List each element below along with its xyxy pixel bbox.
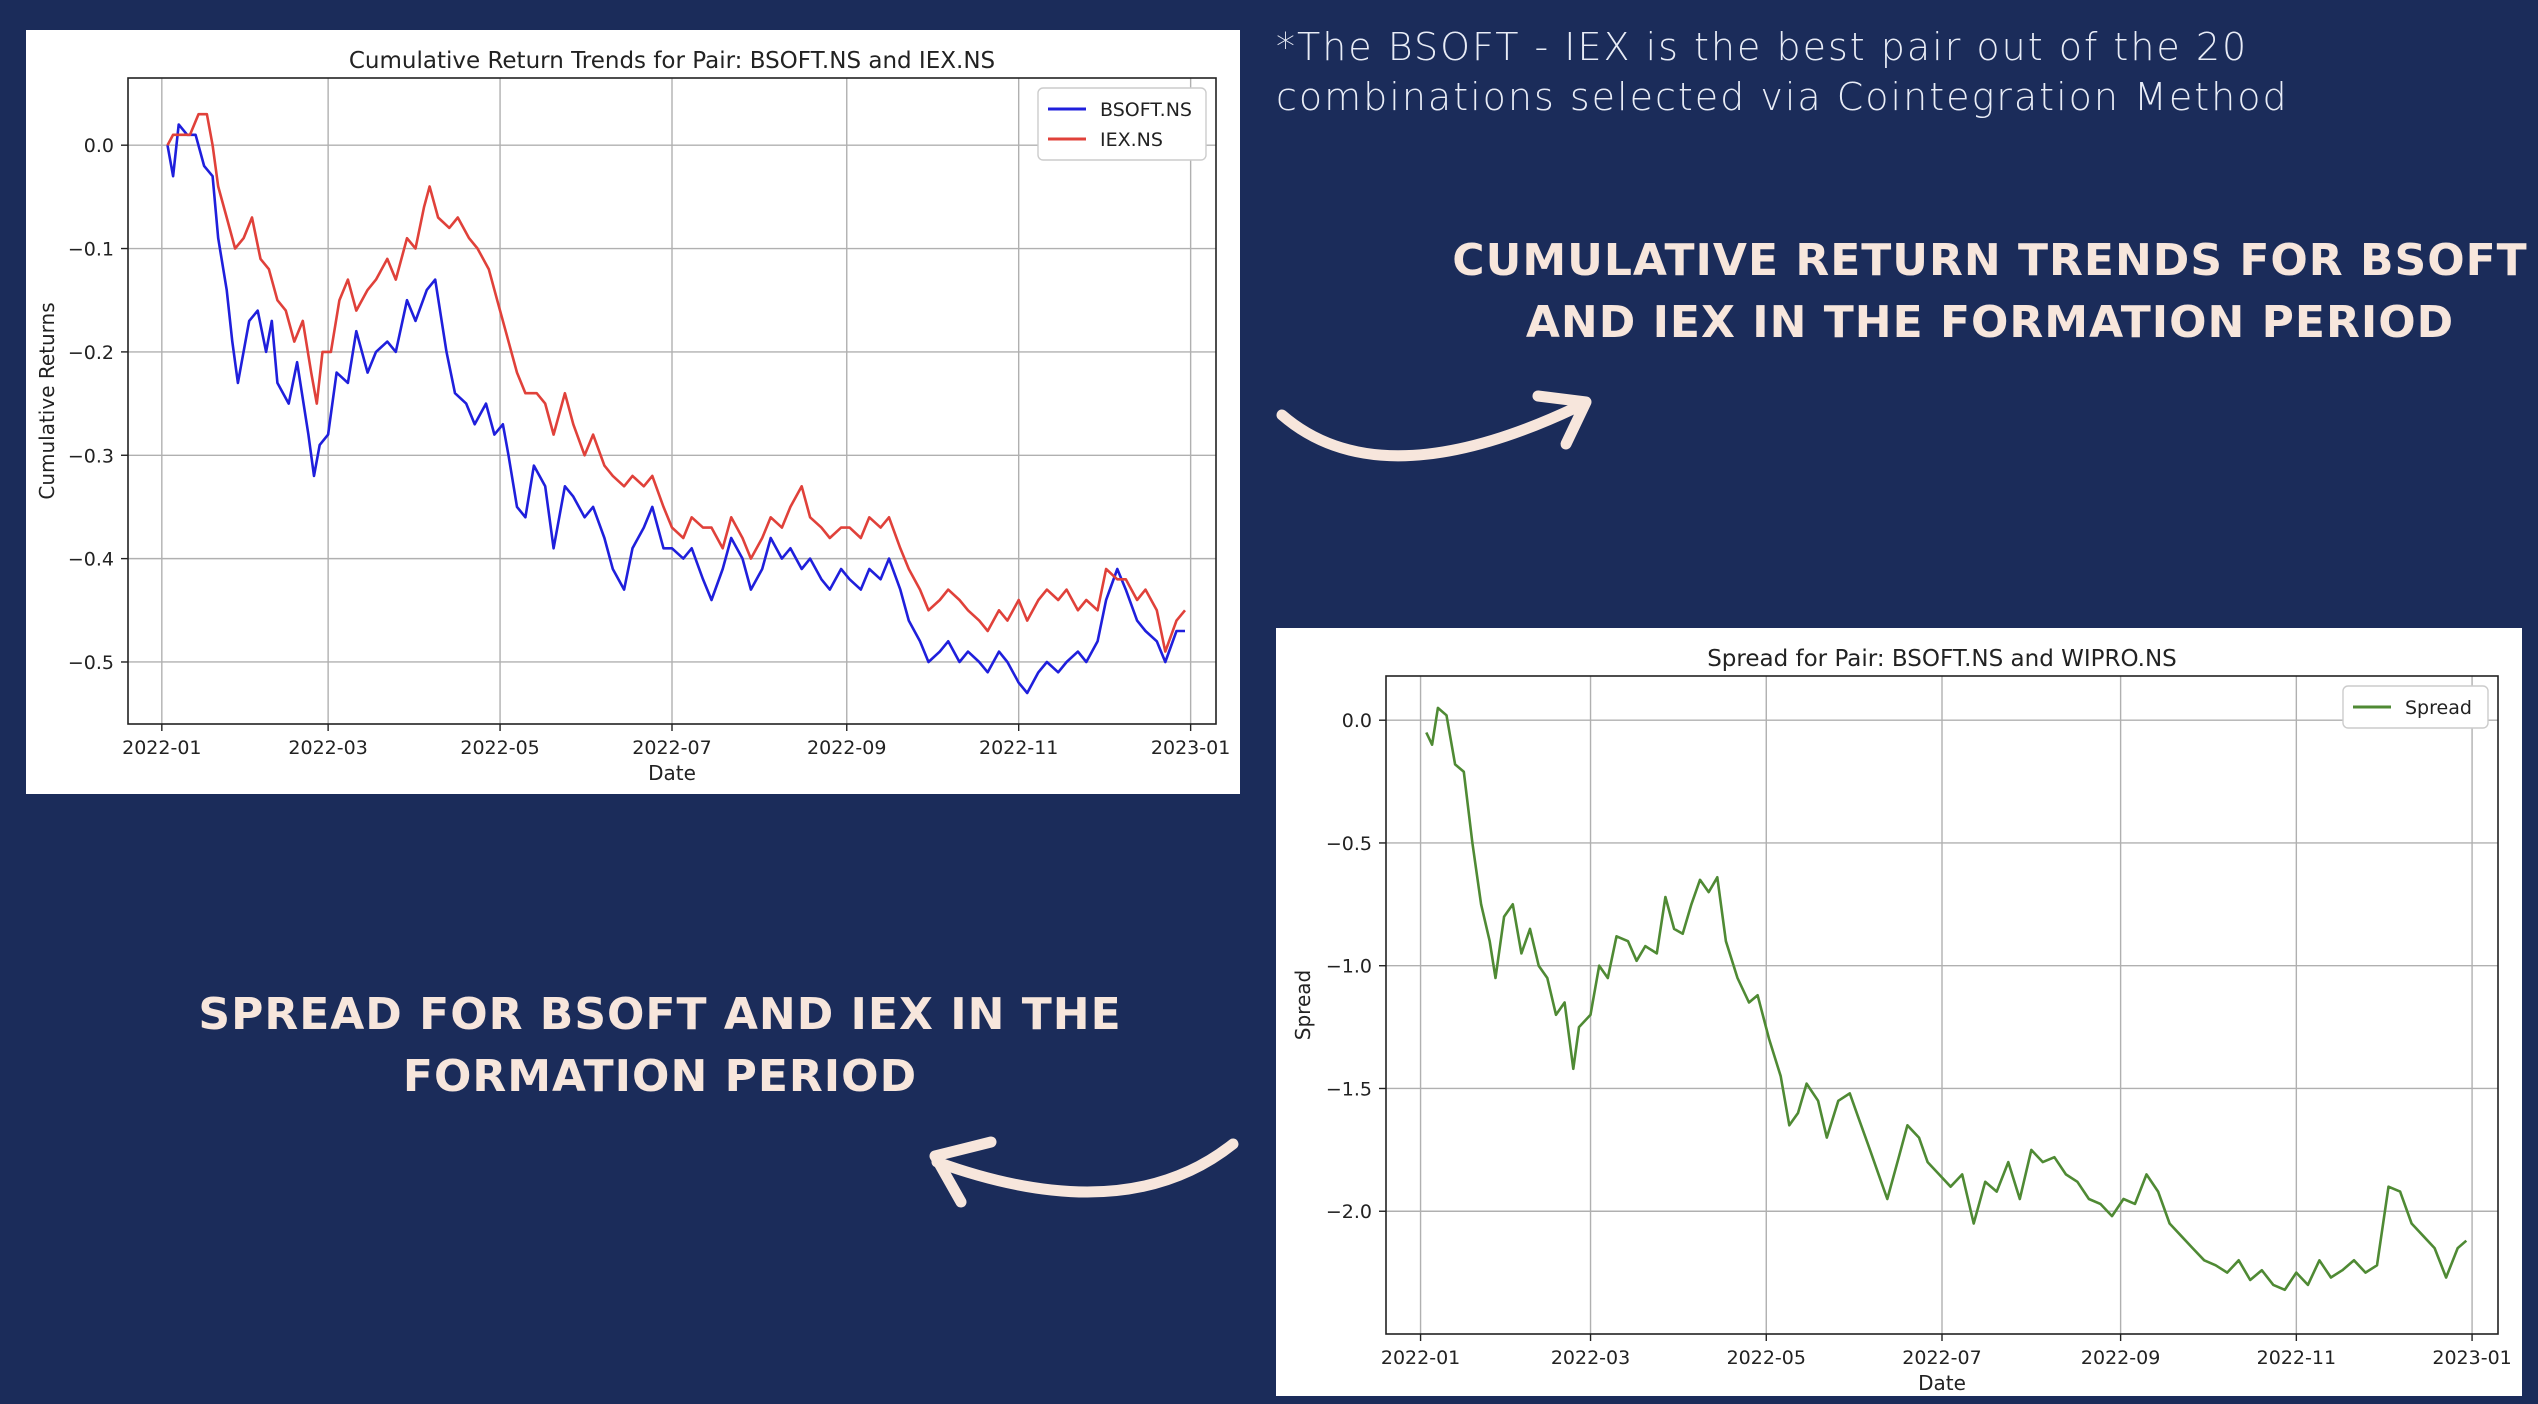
y-axis-label: Spread xyxy=(1291,970,1315,1040)
y-tick-label: −0.5 xyxy=(1326,833,1372,855)
spread-chart: 2022-01 2022-03 2022-05 2022-07 2022-09 2022-… xyxy=(1291,646,2512,1395)
y-tick-label: −2.0 xyxy=(1326,1201,1372,1223)
curved-arrow-left-icon xyxy=(929,1136,1239,1208)
legend-label: BSOFT.NS xyxy=(1100,99,1192,121)
chart-title: Spread for Pair: BSOFT.NS and WIPRO.NS xyxy=(1707,646,2177,672)
x-tick-label: 2023-01 xyxy=(1151,737,1230,759)
x-tick-label: 2022-03 xyxy=(288,737,367,759)
series-line-spread xyxy=(1425,706,2468,1292)
y-tick-label: −0.3 xyxy=(68,445,114,467)
spread-heading: SPREAD FOR BSOFT AND IEX IN THE FORMATIO… xyxy=(198,989,1122,1102)
legend: Spread xyxy=(2342,685,2489,729)
series-line-iex-ns xyxy=(166,112,1187,653)
y-axis-label: Cumulative Returns xyxy=(35,302,59,499)
x-axis-label: Date xyxy=(648,761,696,785)
series-line-bsoft-ns xyxy=(166,123,1185,695)
x-tick-label: 2022-01 xyxy=(122,737,201,759)
legend-label: Spread xyxy=(2405,697,2472,719)
x-tick-label: 2022-11 xyxy=(2257,1347,2336,1369)
plot-frame xyxy=(1385,675,2499,1335)
legend-label: IEX.NS xyxy=(1100,129,1163,151)
x-tick-label: 2022-01 xyxy=(1381,1347,1460,1369)
cumulative-return-heading: CUMULATIVE RETURN TRENDS FOR BSOFT AND I… xyxy=(1452,235,2528,348)
y-tick-label: −1.5 xyxy=(1326,1078,1372,1100)
y-tick-label: −0.5 xyxy=(68,652,114,674)
x-tick-label: 2022-07 xyxy=(1902,1347,1981,1369)
x-tick-label: 2022-05 xyxy=(1727,1347,1806,1369)
chart-title: Cumulative Return Trends for Pair: BSOFT… xyxy=(349,48,995,74)
x-tick-label: 2022-07 xyxy=(632,737,711,759)
y-tick-label: −1.0 xyxy=(1326,956,1372,978)
y-tick-label: 0.0 xyxy=(84,135,114,157)
x-tick-label: 2022-11 xyxy=(979,737,1058,759)
y-tick-label: −0.2 xyxy=(68,342,114,364)
x-tick-label: 2022-05 xyxy=(460,737,539,759)
y-tick-label: 0.0 xyxy=(1342,710,1372,732)
x-tick-label: 2022-03 xyxy=(1551,1347,1630,1369)
x-tick-label: 2022-09 xyxy=(807,737,886,759)
x-tick-label: 2022-09 xyxy=(2081,1347,2160,1369)
cumulative-return-chart-panel: 2022-01 2022-03 2022-05 2022-07 2022-09 2022-… xyxy=(26,30,1240,794)
x-axis-label: Date xyxy=(1918,1371,1966,1395)
cointegration-note: *The BSOFT - IEX is the best pair out of… xyxy=(1276,25,2289,119)
y-tick-label: −0.4 xyxy=(68,549,114,571)
curved-arrow-right-icon xyxy=(1276,390,1592,462)
spread-chart-panel: 2022-01 2022-03 2022-05 2022-07 2022-09 2022-… xyxy=(1276,628,2522,1396)
x-tick-label: 2023-01 xyxy=(2432,1347,2511,1369)
cumulative-return-chart: 2022-01 2022-03 2022-05 2022-07 2022-09 2022-… xyxy=(35,48,1230,785)
plot-frame xyxy=(127,77,1217,725)
y-tick-label: −0.1 xyxy=(68,239,114,261)
legend: BSOFT.NS IEX.NS xyxy=(1037,87,1207,161)
